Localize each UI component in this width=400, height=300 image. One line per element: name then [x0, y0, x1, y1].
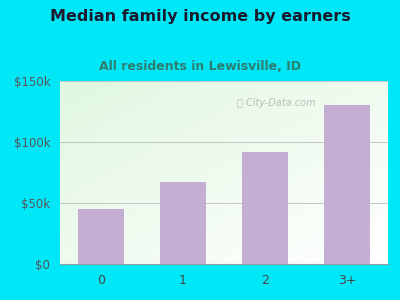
- Text: Median family income by earners: Median family income by earners: [50, 9, 350, 24]
- Text: All residents in Lewisville, ID: All residents in Lewisville, ID: [99, 60, 301, 73]
- Text: ⓘ City-Data.com: ⓘ City-Data.com: [237, 98, 316, 108]
- Bar: [160, 182, 206, 264]
- Bar: [242, 152, 288, 264]
- Bar: [78, 209, 124, 264]
- Bar: [324, 105, 370, 264]
